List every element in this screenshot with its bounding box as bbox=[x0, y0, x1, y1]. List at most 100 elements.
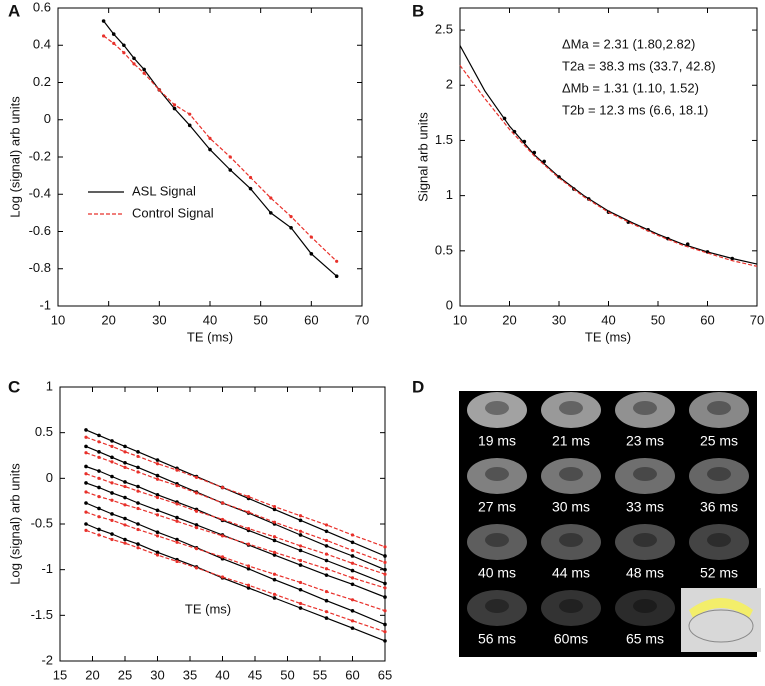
data-point bbox=[175, 559, 179, 564]
brain-image bbox=[467, 458, 527, 494]
data-point bbox=[269, 211, 273, 215]
brain-image bbox=[541, 458, 601, 494]
data-point bbox=[272, 550, 277, 554]
echo-time-caption: 33 ms bbox=[626, 499, 664, 515]
data-point bbox=[101, 19, 106, 23]
y-tick-label: 0 bbox=[446, 297, 453, 312]
data-point bbox=[324, 538, 329, 543]
data-point bbox=[122, 43, 126, 48]
data-point bbox=[220, 517, 225, 522]
data-point bbox=[246, 526, 251, 531]
data-point bbox=[383, 554, 387, 558]
data-point bbox=[136, 470, 140, 474]
brain-detail bbox=[707, 401, 731, 415]
data-point bbox=[123, 480, 127, 484]
data-point bbox=[246, 583, 251, 587]
brain-image bbox=[615, 392, 675, 428]
data-point bbox=[350, 598, 355, 602]
y-tick-label: -1.5 bbox=[31, 607, 53, 622]
data-point bbox=[123, 465, 127, 469]
data-point bbox=[324, 573, 329, 577]
data-point bbox=[97, 440, 101, 444]
data-point bbox=[175, 537, 179, 542]
annotation: T2a = 38.3 ms (33.7, 42.8) bbox=[562, 58, 716, 73]
echo-time-caption: 25 ms bbox=[700, 433, 738, 449]
plot-frame bbox=[57, 7, 363, 307]
data-point bbox=[123, 495, 127, 500]
data-point bbox=[220, 555, 225, 559]
x-tick-label: 70 bbox=[355, 312, 369, 327]
data-point bbox=[175, 515, 179, 520]
data-point bbox=[298, 587, 303, 592]
data-point bbox=[97, 450, 101, 454]
data-point bbox=[194, 566, 199, 570]
data-point bbox=[172, 103, 177, 107]
data-point bbox=[298, 544, 303, 548]
x-tick-label: 10 bbox=[51, 312, 65, 327]
data-point bbox=[324, 544, 329, 548]
y-tick-label: -0.8 bbox=[29, 260, 51, 275]
series-line bbox=[459, 45, 758, 265]
echo-time-caption: 52 ms bbox=[700, 565, 738, 581]
x-tick-label: 50 bbox=[280, 667, 294, 682]
data-point bbox=[324, 523, 329, 527]
data-point bbox=[155, 458, 160, 462]
data-point bbox=[123, 537, 127, 542]
data-point bbox=[324, 567, 329, 571]
data-point bbox=[298, 518, 303, 523]
data-point bbox=[324, 610, 329, 614]
data-point bbox=[298, 533, 303, 537]
data-point bbox=[136, 542, 140, 546]
x-tick-label: 35 bbox=[183, 667, 197, 682]
data-point bbox=[132, 56, 136, 61]
data-point bbox=[97, 527, 101, 532]
data-point bbox=[155, 462, 160, 466]
brain-detail bbox=[559, 599, 583, 613]
x-tick-label: 30 bbox=[552, 312, 566, 327]
echo-time-caption: 23 ms bbox=[626, 433, 664, 449]
x-tick-label: 20 bbox=[502, 312, 516, 327]
x-axis-label: TE (ms) bbox=[185, 601, 231, 616]
data-point bbox=[208, 147, 212, 152]
data-point bbox=[110, 537, 114, 542]
data-point bbox=[298, 529, 303, 533]
data-point bbox=[324, 598, 329, 603]
legend-label: Control Signal bbox=[132, 205, 214, 220]
data-point bbox=[155, 553, 160, 557]
image-grid: 19 ms 21 ms 23 ms 25 ms 27 ms 30 ms 33 ms 36 ms… bbox=[467, 392, 761, 652]
data-point bbox=[383, 595, 387, 599]
data-point bbox=[84, 435, 88, 439]
data-point bbox=[289, 225, 293, 230]
data-point bbox=[272, 572, 277, 576]
data-point bbox=[248, 186, 253, 191]
data-point bbox=[172, 106, 177, 111]
brain-image bbox=[541, 392, 601, 428]
data-point bbox=[289, 215, 293, 219]
data-point bbox=[111, 32, 116, 36]
data-point bbox=[123, 523, 127, 527]
brain-image bbox=[541, 524, 601, 560]
data-point bbox=[272, 596, 277, 600]
data-point bbox=[175, 502, 179, 506]
brain-detail bbox=[633, 599, 657, 613]
data-point bbox=[97, 433, 101, 438]
data-point bbox=[123, 450, 127, 454]
y-tick-label: 0 bbox=[44, 111, 51, 126]
data-point bbox=[246, 542, 251, 546]
data-point bbox=[123, 461, 127, 465]
echo-time-caption: 65 ms bbox=[626, 631, 664, 647]
data-point bbox=[350, 533, 355, 537]
brain-outline bbox=[688, 609, 754, 643]
data-point bbox=[97, 476, 101, 480]
data-point bbox=[272, 507, 277, 512]
x-tick-label: 40 bbox=[601, 312, 615, 327]
y-tick-label: 0.5 bbox=[35, 424, 53, 439]
x-tick-label: 40 bbox=[215, 667, 229, 682]
x-tick-label: 20 bbox=[85, 667, 99, 682]
data-point bbox=[350, 626, 355, 630]
data-point bbox=[383, 622, 387, 627]
data-point bbox=[272, 553, 277, 557]
brain-detail bbox=[485, 533, 509, 547]
data-point bbox=[309, 252, 314, 256]
